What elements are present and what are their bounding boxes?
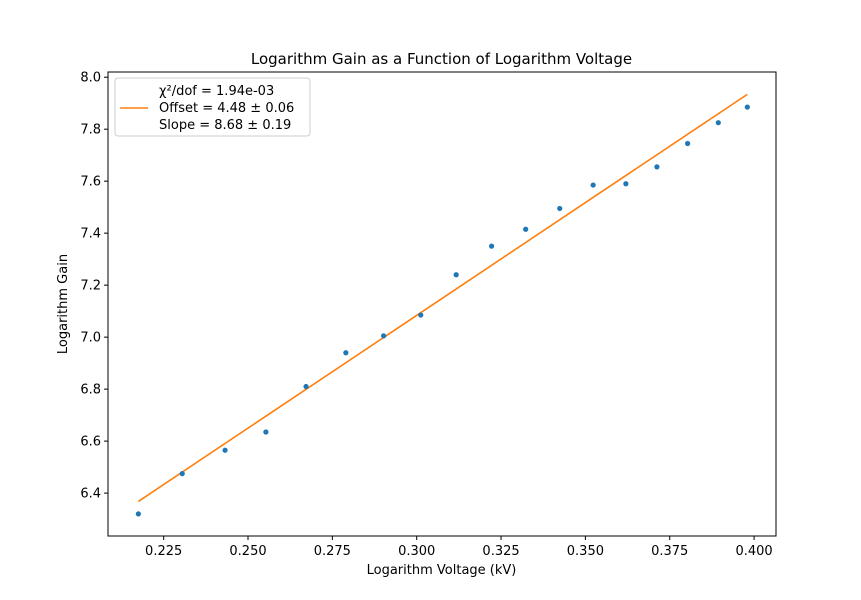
y-tick-label: 6.6: [80, 435, 101, 450]
data-point: [557, 205, 563, 212]
scatter-points: [135, 104, 750, 517]
data-point: [222, 447, 228, 453]
x-tick-label: 0.375: [651, 544, 688, 559]
data-point: [179, 471, 185, 477]
y-tick-label: 6.8: [80, 383, 101, 398]
x-tick-label: 0.325: [482, 544, 519, 559]
legend-offset-label: Offset = 4.48 ± 0.06: [159, 101, 294, 116]
x-tick-label: 0.350: [567, 544, 604, 559]
data-point: [685, 140, 691, 147]
x-tick-label: 0.250: [229, 544, 266, 559]
legend-box: [114, 77, 311, 137]
y-tick-label: 8.0: [80, 71, 101, 86]
data-point: [715, 120, 721, 126]
y-tick-label: 7.2: [80, 279, 101, 294]
data-point: [135, 511, 141, 517]
legend-chi2-label: χ²/dof = 1.94e-03: [159, 84, 274, 99]
legend: χ²/dof = 1.94e-03 Offset = 4.48 ± 0.06 S…: [114, 77, 311, 137]
y-tick-label: 7.6: [80, 175, 101, 190]
chart-title: Logarithm Gain as a Function of Logarith…: [251, 50, 632, 68]
x-tick-label: 0.225: [145, 544, 182, 559]
x-tick-label: 0.400: [735, 544, 772, 559]
x-axis-label: Logarithm Voltage (kV): [367, 563, 517, 578]
fit-line-layer: [137, 93, 748, 503]
y-tick-label: 6.4: [80, 487, 101, 502]
fit-line: [137, 93, 748, 503]
plot-area: 0.225 0.250 0.275 0.300 0.325 0.350 0.375 0.400…: [80, 71, 777, 559]
y-axis-label: Logarithm Gain: [56, 254, 71, 354]
data-point: [418, 312, 424, 318]
data-point: [453, 272, 459, 278]
y-tick-label: 7.4: [80, 227, 101, 242]
data-point: [488, 243, 495, 249]
data-point: [381, 333, 387, 339]
data-point: [744, 104, 750, 110]
legend-slope-label: Slope = 8.68 ± 0.19: [159, 118, 291, 133]
data-point: [343, 350, 349, 356]
y-tick-label: 7.8: [80, 123, 101, 138]
data-point: [263, 429, 269, 435]
data-point: [590, 182, 596, 188]
y-axis: 6.4 6.6 6.8 7.0 7.2 7.4 7.6 7.8 8.0: [80, 71, 108, 502]
x-tick-label: 0.300: [398, 544, 435, 559]
plot-frame: [107, 71, 777, 537]
data-point: [523, 226, 529, 232]
x-axis: 0.225 0.250 0.275 0.300 0.325 0.350 0.375 0.400: [145, 536, 773, 559]
data-point: [654, 164, 660, 170]
data-point: [623, 181, 629, 187]
x-tick-label: 0.275: [314, 544, 351, 559]
data-point: [303, 383, 309, 390]
y-tick-label: 7.0: [80, 331, 101, 346]
